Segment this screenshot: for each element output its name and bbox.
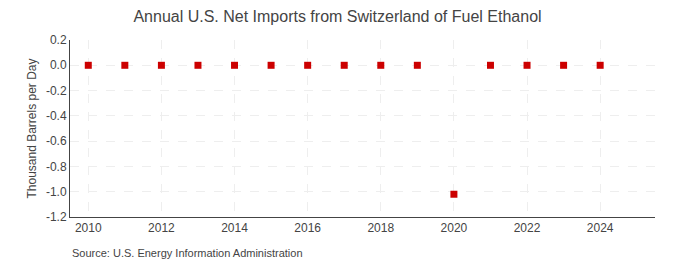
svg-text:-0.8: -0.8 [46,160,67,174]
svg-text:0.2: 0.2 [50,33,67,47]
svg-text:2010: 2010 [75,221,102,235]
svg-text:0.0: 0.0 [50,58,67,72]
svg-text:Thousand Barrels per Day: Thousand Barrels per Day [25,58,39,198]
svg-text:2012: 2012 [148,221,175,235]
svg-text:2020: 2020 [441,221,468,235]
svg-text:-0.4: -0.4 [46,109,67,123]
svg-text:2014: 2014 [221,221,248,235]
svg-text:-1.2: -1.2 [46,210,67,224]
svg-text:Source: U.S. Energy Informatio: Source: U.S. Energy Information Administ… [72,247,303,259]
svg-text:-0.2: -0.2 [46,84,67,98]
svg-text:2018: 2018 [367,221,394,235]
svg-text:Annual U.S. Net Imports from S: Annual U.S. Net Imports from Switzerland… [133,8,541,25]
svg-text:2024: 2024 [587,221,614,235]
svg-text:-0.6: -0.6 [46,134,67,148]
svg-text:2016: 2016 [294,221,321,235]
svg-text:2022: 2022 [514,221,541,235]
svg-text:-1.0: -1.0 [46,185,67,199]
